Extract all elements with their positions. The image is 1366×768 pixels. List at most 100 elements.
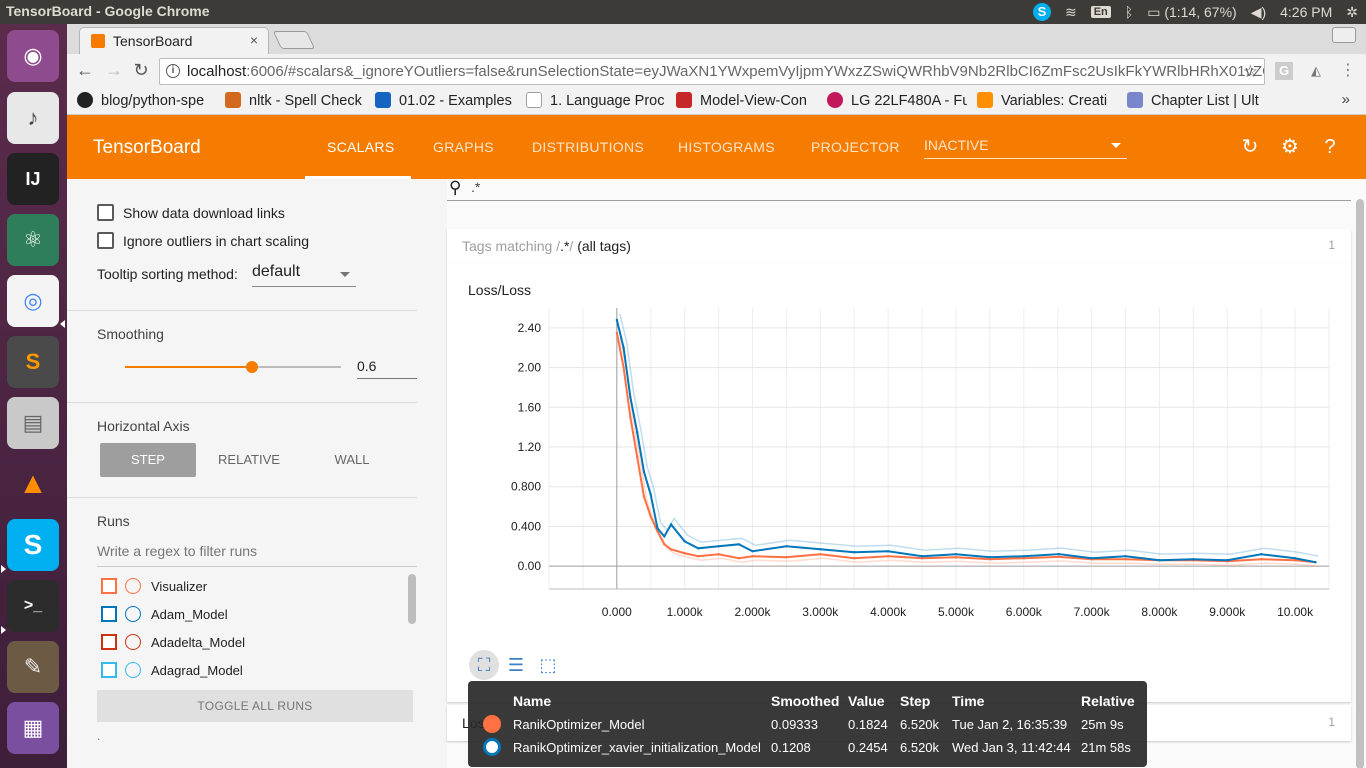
ubuntu-dash-icon[interactable]: ◉ bbox=[7, 30, 59, 82]
tags-suffix: / bbox=[569, 238, 574, 254]
axis-wall-button[interactable]: WALL bbox=[334, 452, 370, 467]
runs-filter-input[interactable]: Write a regex to filter runs bbox=[97, 543, 417, 567]
series-point bbox=[785, 545, 788, 548]
battery-indicator[interactable]: ▭ (1:14, 67%) bbox=[1147, 3, 1237, 20]
sublime-text-icon[interactable]: S bbox=[7, 336, 59, 388]
run-checkbox[interactable] bbox=[101, 662, 117, 678]
fullscreen-icon[interactable]: ⛶ bbox=[469, 650, 499, 680]
run-row-adam[interactable]: Adam_Model bbox=[101, 606, 228, 622]
cast-extension-icon[interactable]: ◭ bbox=[1311, 63, 1321, 78]
run-row-adadelta[interactable]: Adadelta_Model bbox=[101, 634, 245, 650]
refresh-icon[interactable]: ↻ bbox=[1241, 136, 1259, 158]
search-icon: ⚲ bbox=[449, 178, 462, 197]
address-bar[interactable]: i localhost:6006/#scalars&_ignoreYOutlie… bbox=[159, 58, 1265, 85]
tooltip-run-color-dot bbox=[483, 738, 501, 756]
toggle-log-scale-icon[interactable]: ☰ bbox=[507, 655, 525, 675]
fit-domain-icon[interactable]: ⬚ bbox=[539, 655, 557, 675]
tensorflow-icon bbox=[977, 92, 993, 108]
series-point bbox=[683, 552, 686, 555]
smoothing-slider-handle[interactable] bbox=[246, 361, 258, 373]
tab-projector[interactable]: PROJECTOR bbox=[811, 139, 900, 155]
gimp-icon[interactable]: ✎ bbox=[7, 641, 59, 693]
skype-tray-icon[interactable]: S bbox=[1032, 3, 1051, 21]
tag-filter-input[interactable]: ⚲ .* bbox=[447, 178, 1351, 201]
tab-histograms[interactable]: HISTOGRAMS bbox=[678, 139, 775, 155]
profile-button[interactable] bbox=[1332, 27, 1356, 43]
run-row-adagrad[interactable]: Adagrad_Model bbox=[101, 662, 243, 678]
smoothing-value-input[interactable]: 0.6 bbox=[357, 355, 417, 379]
run-row-visualizer[interactable]: Visualizer bbox=[101, 578, 207, 594]
ignore-outliers-checkbox[interactable] bbox=[97, 232, 114, 249]
bookmark-item[interactable]: Model-View-Con bbox=[676, 92, 816, 109]
runs-list-scrollbar[interactable] bbox=[408, 574, 416, 624]
inactive-plugins-dropdown[interactable]: INACTIVE bbox=[924, 137, 1127, 159]
series-point bbox=[1293, 557, 1297, 560]
files-icon[interactable]: ▤ bbox=[7, 397, 59, 449]
volume-icon[interactable]: ◀) bbox=[1250, 3, 1267, 20]
toggle-all-runs-button[interactable]: TOGGLE ALL RUNS bbox=[97, 690, 413, 722]
new-tab-button[interactable] bbox=[272, 31, 316, 49]
bookmark-item[interactable]: Chapter List | Ult bbox=[1127, 92, 1267, 109]
run-checkbox[interactable] bbox=[101, 578, 117, 594]
clock[interactable]: 4:26 PM bbox=[1280, 4, 1333, 20]
run-checkbox[interactable] bbox=[101, 606, 117, 622]
skype-icon[interactable]: S bbox=[7, 519, 59, 571]
show-download-links-row[interactable]: Show data download links bbox=[97, 204, 285, 221]
workspace-switcher-icon[interactable]: ▦ bbox=[7, 702, 59, 754]
run-checkbox[interactable] bbox=[101, 634, 117, 650]
bookmark-star-icon[interactable]: ☆ bbox=[1242, 62, 1258, 81]
atom-icon[interactable]: ⚛ bbox=[7, 214, 59, 266]
grammarly-extension-icon[interactable]: G bbox=[1275, 62, 1293, 80]
tab-graphs[interactable]: GRAPHS bbox=[433, 139, 494, 155]
ignore-outliers-row[interactable]: Ignore outliers in chart scaling bbox=[97, 232, 309, 249]
rhythmbox-icon[interactable]: ♪ bbox=[7, 92, 59, 144]
tab-scalars[interactable]: SCALARS bbox=[327, 139, 395, 155]
reload-icon[interactable]: ↻ bbox=[133, 60, 149, 80]
series-point bbox=[737, 557, 741, 560]
loss-chart[interactable]: 0.00 0.400 0.800 1.20 1.60 2.00 2.40 0.000 1.000… bbox=[487, 304, 1337, 644]
tab-distributions[interactable]: DISTRIBUTIONS bbox=[532, 139, 645, 155]
chrome-menu-icon[interactable]: ⋮ bbox=[1340, 62, 1356, 79]
chrome-icon[interactable]: ◎ bbox=[7, 275, 59, 327]
bookmark-item[interactable]: blog/python-spe bbox=[77, 92, 217, 109]
site-info-icon[interactable]: i bbox=[166, 64, 180, 78]
page-icon bbox=[526, 92, 542, 108]
axis-relative-button[interactable]: RELATIVE bbox=[218, 452, 280, 467]
bookmark-item[interactable]: 01.02 - Examples bbox=[375, 92, 515, 109]
settings-gear-icon[interactable]: ✲ bbox=[1346, 3, 1358, 20]
bookmark-item[interactable]: nltk - Spell Check bbox=[225, 92, 365, 109]
tooltip-header-relative: Relative bbox=[1081, 693, 1135, 709]
help-icon[interactable]: ? bbox=[1324, 136, 1336, 158]
tooltip-step: 6.520k bbox=[900, 740, 940, 755]
smoothing-slider[interactable] bbox=[125, 361, 341, 373]
intellij-icon[interactable]: IJ bbox=[7, 153, 59, 205]
bookmarks-overflow-button[interactable]: » bbox=[1341, 91, 1350, 108]
tab-tensorboard[interactable]: TensorBoard × bbox=[79, 27, 269, 54]
tooltip-header-value: Value bbox=[848, 693, 885, 709]
terminal-icon[interactable]: >_ bbox=[7, 580, 59, 632]
scalars-sidebar: Show data download links Ignore outliers… bbox=[67, 179, 447, 768]
y-tick-label: 1.60 bbox=[518, 400, 542, 414]
tab-close-icon[interactable]: × bbox=[249, 32, 258, 48]
bookmark-item[interactable]: Variables: Creati bbox=[977, 92, 1117, 109]
show-download-links-checkbox[interactable] bbox=[97, 204, 114, 221]
bookmark-label: blog/python-spe bbox=[101, 93, 205, 109]
bookmark-item[interactable]: 1. Language Proc bbox=[526, 92, 666, 109]
x-tick-label: 2.000k bbox=[734, 605, 771, 619]
tag-group-header[interactable]: Tags matching /.*/ (all tags) 1 bbox=[447, 229, 1351, 264]
bookmark-item[interactable]: LG 22LF480A - Fu bbox=[827, 92, 967, 109]
forward-arrow-icon[interactable]: → bbox=[105, 60, 123, 80]
vlc-icon[interactable]: ▲ bbox=[18, 467, 48, 500]
run-name: Visualizer bbox=[151, 578, 208, 594]
back-arrow-icon[interactable]: ← bbox=[76, 60, 94, 80]
axis-step-button[interactable]: STEP bbox=[100, 443, 196, 477]
main-scrollbar[interactable] bbox=[1356, 199, 1364, 768]
series-point bbox=[1259, 558, 1263, 561]
url-host: localhost bbox=[187, 63, 247, 80]
settings-gear-icon[interactable]: ⚙ bbox=[1281, 136, 1299, 158]
tooltip-step: 6.520k bbox=[900, 717, 940, 732]
bluetooth-icon[interactable]: ᛒ bbox=[1124, 4, 1134, 20]
tooltip-sorting-dropdown[interactable]: default bbox=[252, 263, 356, 287]
keyboard-layout-indicator[interactable]: En bbox=[1090, 6, 1111, 18]
wifi-icon[interactable]: ≋ bbox=[1064, 3, 1077, 20]
